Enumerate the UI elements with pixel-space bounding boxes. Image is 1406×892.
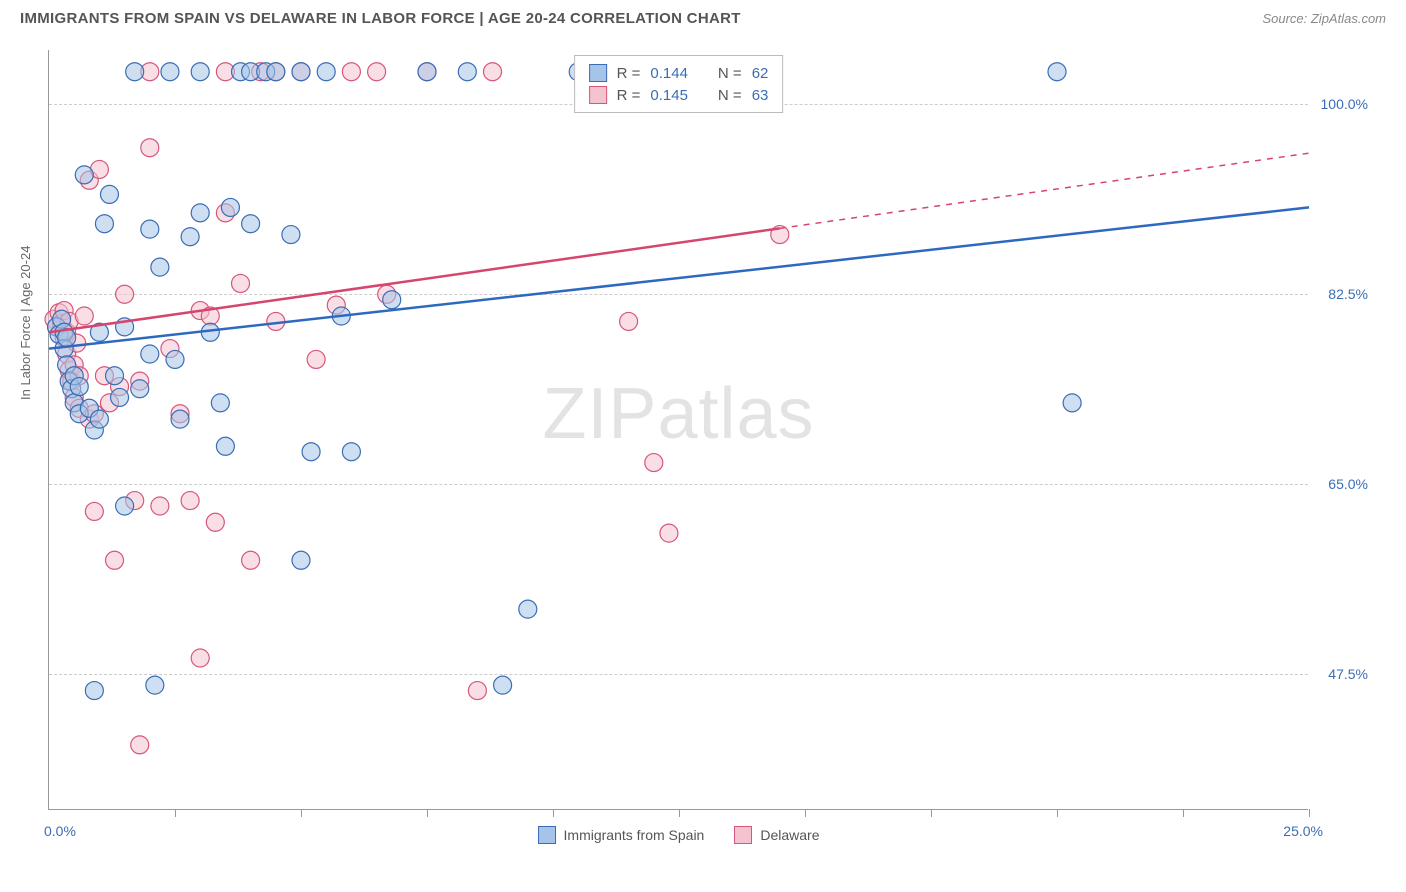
point-spain: [191, 63, 209, 81]
point-delaware: [206, 513, 224, 531]
x-tick: [805, 809, 806, 817]
point-spain: [166, 350, 184, 368]
point-spain: [342, 443, 360, 461]
point-spain: [181, 228, 199, 246]
point-spain: [171, 410, 189, 428]
series-legend: Immigrants from Spain Delaware: [538, 826, 820, 844]
legend-item-spain: Immigrants from Spain: [538, 826, 705, 844]
point-spain: [151, 258, 169, 276]
point-spain: [191, 204, 209, 222]
chart-plot-area: ZIPatlas 100.0%82.5%65.0%47.5% R = 0.144…: [48, 50, 1308, 810]
point-spain: [302, 443, 320, 461]
point-spain: [90, 410, 108, 428]
y-tick-label: 47.5%: [1328, 666, 1368, 682]
y-tick-label: 100.0%: [1321, 96, 1368, 112]
point-delaware: [191, 649, 209, 667]
point-spain: [282, 226, 300, 244]
point-delaware: [131, 736, 149, 754]
point-delaware: [484, 63, 502, 81]
point-spain: [383, 291, 401, 309]
x-tick: [427, 809, 428, 817]
point-spain: [161, 63, 179, 81]
x-tick: [1183, 809, 1184, 817]
point-spain: [216, 437, 234, 455]
point-spain: [70, 378, 88, 396]
swatch-spain: [538, 826, 556, 844]
point-delaware: [620, 312, 638, 330]
point-spain: [418, 63, 436, 81]
point-delaware: [85, 502, 103, 520]
y-axis-label: In Labor Force | Age 20-24: [18, 246, 33, 400]
point-delaware: [106, 551, 124, 569]
point-spain: [111, 388, 129, 406]
point-spain: [211, 394, 229, 412]
swatch-delaware: [734, 826, 752, 844]
point-spain: [126, 63, 144, 81]
point-delaware: [151, 497, 169, 515]
point-spain: [100, 185, 118, 203]
x-tick: [679, 809, 680, 817]
point-delaware: [75, 307, 93, 325]
y-tick-label: 65.0%: [1328, 476, 1368, 492]
point-spain: [141, 345, 159, 363]
point-spain: [141, 220, 159, 238]
stats-row-delaware: R = 0.145 N = 63: [589, 84, 769, 106]
point-delaware: [116, 285, 134, 303]
chart-title: IMMIGRANTS FROM SPAIN VS DELAWARE IN LAB…: [20, 10, 741, 27]
x-tick: [175, 809, 176, 817]
point-spain: [106, 367, 124, 385]
correlation-stats-legend: R = 0.144 N = 62 R = 0.145 N = 63: [574, 55, 784, 113]
point-delaware: [342, 63, 360, 81]
point-spain: [292, 63, 310, 81]
stats-row-spain: R = 0.144 N = 62: [589, 62, 769, 84]
point-spain: [458, 63, 476, 81]
point-spain: [85, 682, 103, 700]
point-spain: [116, 497, 134, 515]
point-spain: [317, 63, 335, 81]
point-spain: [494, 676, 512, 694]
point-spain: [292, 551, 310, 569]
point-delaware: [368, 63, 386, 81]
point-delaware: [468, 682, 486, 700]
point-spain: [242, 215, 260, 233]
point-spain: [146, 676, 164, 694]
scatter-plot-svg: [49, 50, 1308, 809]
point-spain: [519, 600, 537, 618]
x-tick: [1057, 809, 1058, 817]
point-delaware: [181, 492, 199, 510]
x-axis-min-label: 0.0%: [44, 823, 76, 839]
point-spain: [1048, 63, 1066, 81]
x-tick: [553, 809, 554, 817]
legend-item-delaware: Delaware: [734, 826, 819, 844]
x-tick: [1309, 809, 1310, 817]
point-spain: [1063, 394, 1081, 412]
x-tick: [931, 809, 932, 817]
point-delaware: [232, 274, 250, 292]
point-delaware: [645, 454, 663, 472]
swatch-spain: [589, 64, 607, 82]
point-spain: [267, 63, 285, 81]
x-tick: [301, 809, 302, 817]
swatch-delaware: [589, 86, 607, 104]
source-attribution: Source: ZipAtlas.com: [1262, 11, 1386, 26]
point-spain: [75, 166, 93, 184]
point-spain: [131, 380, 149, 398]
y-tick-label: 82.5%: [1328, 286, 1368, 302]
point-delaware: [660, 524, 678, 542]
point-delaware: [242, 551, 260, 569]
point-delaware: [307, 350, 325, 368]
point-spain: [95, 215, 113, 233]
point-delaware: [141, 139, 159, 157]
x-axis-max-label: 25.0%: [1283, 823, 1323, 839]
trendline-delaware: [49, 228, 780, 332]
point-spain: [221, 198, 239, 216]
